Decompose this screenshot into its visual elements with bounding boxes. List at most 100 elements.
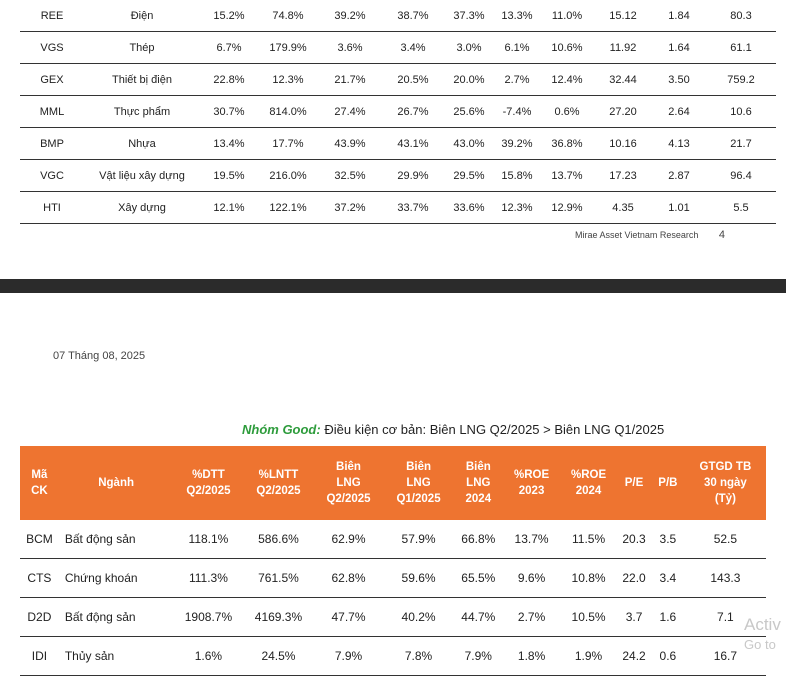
table-cell: 13.7% — [540, 159, 594, 192]
table-cell: Bất động sản — [58, 597, 174, 637]
table-cell: 9.6% — [503, 558, 561, 598]
table-cell: 12.3% — [258, 63, 318, 96]
column-header-line: Biên — [465, 461, 491, 473]
table-row: VGC Vật liệu xây dựng 19.5% 216.0% 32.5% 29.9… — [20, 159, 776, 192]
column-header-line: P/E — [624, 477, 644, 489]
table-cell: 17.7% — [258, 127, 318, 160]
table-cell: 39.2% — [494, 127, 540, 160]
good-group-table: Mã CK Ngành %DTT Q2/2025 %LNTT Q2/2025 Biên LNG Q… — [20, 446, 766, 676]
table-cell: 3.7 — [617, 597, 652, 637]
table-cell: 3.4 — [651, 558, 685, 598]
table-cell: 15.8% — [494, 159, 540, 192]
table-cell: 38.7% — [382, 0, 444, 32]
table-cell: 27.20 — [594, 95, 652, 128]
table-cell: 11.92 — [594, 31, 652, 64]
table-cell: 11.0% — [540, 0, 594, 32]
table-cell: 13.3% — [494, 0, 540, 32]
table-cell: 15.2% — [200, 0, 258, 32]
table-cell: 143.3 — [684, 558, 766, 598]
table-cell: 39.2% — [318, 0, 382, 32]
column-header-line: %ROE — [513, 469, 550, 481]
footer-source: Mirae Asset Vietnam Research — [575, 230, 699, 240]
table-cell: 26.7% — [382, 95, 444, 128]
table-cell: 36.8% — [540, 127, 594, 160]
table-cell: 52.5 — [684, 520, 766, 559]
table-cell: 17.23 — [594, 159, 652, 192]
table-row: BMP Nhựa 13.4% 17.7% 43.9% 43.1% 43.0% 39.2% 36.… — [20, 127, 776, 160]
table-cell: 2.87 — [652, 159, 706, 192]
table-cell: 27.4% — [318, 95, 382, 128]
table-cell: 13.4% — [200, 127, 258, 160]
column-header: Biên LNG 2024 — [453, 446, 504, 520]
table-cell: 5.5 — [706, 191, 776, 224]
table-cell: 1908.7% — [173, 597, 244, 637]
column-header-line: %ROE — [570, 469, 607, 481]
column-header-line: Q2/2025 — [186, 485, 231, 497]
column-header-line: (Tỷ) — [714, 493, 736, 505]
table-cell: 12.1% — [200, 191, 258, 224]
table-cell: 20.0% — [444, 63, 494, 96]
table-cell: 29.5% — [444, 159, 494, 192]
table-cell: 4.13 — [652, 127, 706, 160]
table-cell: 7.8% — [383, 636, 454, 676]
column-header-line: Biên — [336, 461, 361, 473]
table-cell: Chứng khoán — [58, 558, 174, 598]
table-cell: 7.1 — [684, 597, 766, 637]
watermark-line1: Activ — [744, 615, 781, 634]
table-cell: 7.9% — [313, 636, 384, 676]
column-header: %ROE 2023 — [503, 446, 561, 520]
table-cell: 21.7% — [318, 63, 382, 96]
table-row: MML Thực phẩm 30.7% 814.0% 27.4% 26.7% 25.6% -7… — [20, 95, 776, 128]
table-cell: 59.6% — [383, 558, 454, 598]
table-cell: 22.0 — [617, 558, 652, 598]
table-cell: 62.8% — [313, 558, 384, 598]
activation-watermark: Activ Go to — [744, 615, 781, 655]
table-cell: IDI — [20, 636, 59, 676]
table-cell: MML — [20, 95, 84, 128]
column-header-line: Q2/2025 — [326, 493, 371, 505]
table-cell: 33.6% — [444, 191, 494, 224]
column-header-line: Mã — [31, 469, 48, 481]
table-cell: BMP — [20, 127, 84, 160]
column-header-line: Q1/2025 — [396, 493, 441, 505]
table-cell: Thiết bị điện — [84, 63, 200, 96]
table-cell: 44.7% — [453, 597, 504, 637]
column-header-line: 2024 — [575, 485, 602, 497]
table-row: CTS Chứng khoán 111.3% 761.5% 62.8% 59.6% 65.5… — [20, 558, 766, 598]
table-cell: 33.7% — [382, 191, 444, 224]
table-cell: 37.2% — [318, 191, 382, 224]
table-cell: 12.4% — [540, 63, 594, 96]
table-cell: BCM — [20, 520, 59, 559]
column-header: GTGD TB 30 ngày (Tỷ) — [684, 446, 766, 520]
table-cell: 65.5% — [453, 558, 504, 598]
table-cell: 759.2 — [706, 63, 776, 96]
page-number: 4 — [718, 229, 726, 241]
table-cell: 32.44 — [594, 63, 652, 96]
table-row: BCM Bất động sản 118.1% 586.6% 62.9% 57.9% 66.… — [20, 520, 766, 559]
table-row: D2D Bất động sản 1908.7% 4169.3% 47.7% 40.2% 4… — [20, 597, 766, 637]
table-cell: Điện — [84, 0, 200, 32]
column-header: Ngành — [58, 446, 174, 520]
table-cell: 61.1 — [706, 31, 776, 64]
table-cell: 2.7% — [494, 63, 540, 96]
table-cell: 1.84 — [652, 0, 706, 32]
table-cell: 1.01 — [652, 191, 706, 224]
group-title: Nhóm Good: Điều kiện cơ bản: Biên LNG Q2… — [242, 422, 664, 437]
table-row: GEX Thiết bị điện 22.8% 12.3% 21.7% 20.5% 20.0… — [20, 63, 776, 96]
table-cell: Bất động sản — [58, 520, 174, 559]
table-cell: 24.5% — [243, 636, 314, 676]
table-cell: 13.7% — [503, 520, 561, 559]
table-cell: 6.7% — [200, 31, 258, 64]
table-cell: VGC — [20, 159, 84, 192]
column-header: Biên LNG Q2/2025 — [313, 446, 384, 520]
table-cell: 74.8% — [258, 0, 318, 32]
table-cell: 4169.3% — [243, 597, 314, 637]
table-cell: 29.9% — [382, 159, 444, 192]
table-cell: 216.0% — [258, 159, 318, 192]
table-cell: VGS — [20, 31, 84, 64]
table-cell: 32.5% — [318, 159, 382, 192]
column-header: P/E — [617, 446, 652, 520]
table-cell: REE — [20, 0, 84, 32]
column-header-line: 30 ngày — [703, 477, 747, 489]
table-cell: 43.9% — [318, 127, 382, 160]
